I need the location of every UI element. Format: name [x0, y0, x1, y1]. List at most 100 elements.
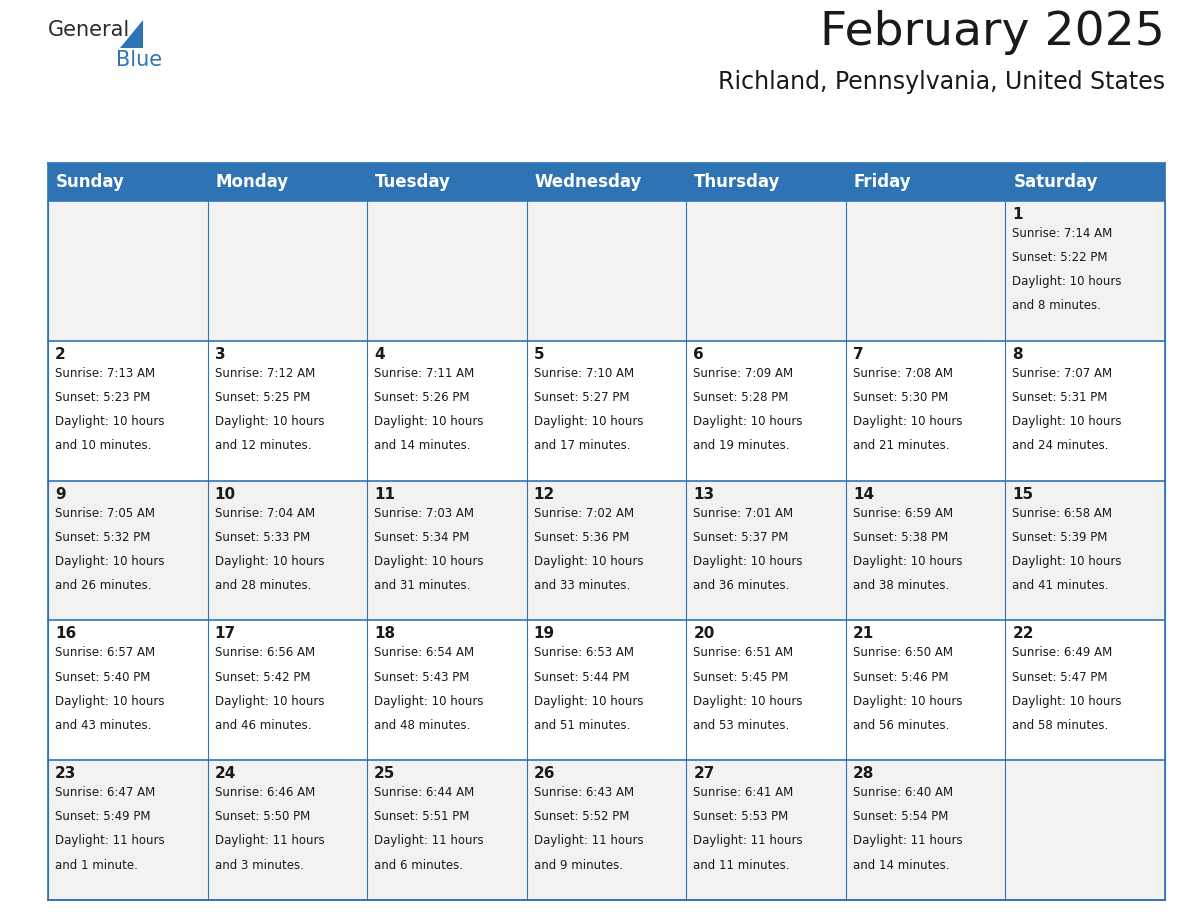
Text: and 46 minutes.: and 46 minutes. — [215, 719, 311, 732]
Text: Daylight: 11 hours: Daylight: 11 hours — [374, 834, 484, 847]
Text: Sunset: 5:40 PM: Sunset: 5:40 PM — [55, 670, 151, 684]
Text: General: General — [48, 20, 131, 40]
Text: and 41 minutes.: and 41 minutes. — [1012, 579, 1108, 592]
Text: Daylight: 10 hours: Daylight: 10 hours — [55, 554, 164, 568]
Text: and 11 minutes.: and 11 minutes. — [694, 858, 790, 871]
Bar — [208, 201, 367, 341]
Text: Sunset: 5:28 PM: Sunset: 5:28 PM — [694, 391, 789, 404]
Text: Sunset: 5:47 PM: Sunset: 5:47 PM — [1012, 670, 1108, 684]
Bar — [846, 341, 1005, 481]
Text: 9: 9 — [55, 487, 65, 501]
Text: Sunset: 5:23 PM: Sunset: 5:23 PM — [55, 391, 151, 404]
Text: Daylight: 10 hours: Daylight: 10 hours — [374, 415, 484, 428]
Bar — [1005, 341, 1165, 481]
Text: Daylight: 10 hours: Daylight: 10 hours — [853, 695, 962, 708]
Text: Sunset: 5:32 PM: Sunset: 5:32 PM — [55, 531, 151, 543]
Text: and 14 minutes.: and 14 minutes. — [853, 858, 949, 871]
Text: 24: 24 — [215, 767, 236, 781]
Text: 27: 27 — [694, 767, 715, 781]
Text: and 48 minutes.: and 48 minutes. — [374, 719, 470, 732]
Text: Sunrise: 6:57 AM: Sunrise: 6:57 AM — [55, 646, 156, 659]
Text: and 38 minutes.: and 38 minutes. — [853, 579, 949, 592]
Text: Sunrise: 6:54 AM: Sunrise: 6:54 AM — [374, 646, 474, 659]
Text: Sunday: Sunday — [56, 173, 125, 191]
Text: Sunset: 5:27 PM: Sunset: 5:27 PM — [533, 391, 630, 404]
Text: and 14 minutes.: and 14 minutes. — [374, 439, 470, 452]
Text: Sunset: 5:33 PM: Sunset: 5:33 PM — [215, 531, 310, 543]
Text: Daylight: 10 hours: Daylight: 10 hours — [694, 554, 803, 568]
Text: and 21 minutes.: and 21 minutes. — [853, 439, 949, 452]
Text: 20: 20 — [694, 626, 715, 642]
Text: Sunrise: 6:47 AM: Sunrise: 6:47 AM — [55, 786, 156, 800]
Bar — [687, 481, 846, 621]
Text: 14: 14 — [853, 487, 874, 501]
Text: Sunrise: 7:10 AM: Sunrise: 7:10 AM — [533, 367, 634, 380]
Text: and 33 minutes.: and 33 minutes. — [533, 579, 630, 592]
Bar — [48, 621, 208, 760]
Text: Sunset: 5:39 PM: Sunset: 5:39 PM — [1012, 531, 1107, 543]
Text: and 26 minutes.: and 26 minutes. — [55, 579, 152, 592]
Text: Sunrise: 7:05 AM: Sunrise: 7:05 AM — [55, 507, 154, 520]
Text: Sunset: 5:26 PM: Sunset: 5:26 PM — [374, 391, 469, 404]
Text: Daylight: 11 hours: Daylight: 11 hours — [533, 834, 644, 847]
Bar — [208, 621, 367, 760]
Text: Sunrise: 7:04 AM: Sunrise: 7:04 AM — [215, 507, 315, 520]
Text: 17: 17 — [215, 626, 235, 642]
Text: Sunset: 5:44 PM: Sunset: 5:44 PM — [533, 670, 630, 684]
Text: Sunrise: 6:46 AM: Sunrise: 6:46 AM — [215, 786, 315, 800]
Text: 5: 5 — [533, 347, 544, 362]
Text: Sunset: 5:45 PM: Sunset: 5:45 PM — [694, 670, 789, 684]
Text: and 53 minutes.: and 53 minutes. — [694, 719, 790, 732]
Text: Blue: Blue — [116, 50, 162, 70]
Bar — [526, 481, 687, 621]
Text: Sunrise: 7:11 AM: Sunrise: 7:11 AM — [374, 367, 474, 380]
Text: and 8 minutes.: and 8 minutes. — [1012, 299, 1101, 312]
Bar — [367, 201, 526, 341]
Text: and 28 minutes.: and 28 minutes. — [215, 579, 311, 592]
Bar — [208, 481, 367, 621]
Text: Daylight: 10 hours: Daylight: 10 hours — [853, 415, 962, 428]
Text: Friday: Friday — [854, 173, 911, 191]
Text: Sunset: 5:37 PM: Sunset: 5:37 PM — [694, 531, 789, 543]
Text: Sunset: 5:42 PM: Sunset: 5:42 PM — [215, 670, 310, 684]
Text: Daylight: 10 hours: Daylight: 10 hours — [1012, 554, 1121, 568]
Bar — [526, 201, 687, 341]
Text: Sunset: 5:52 PM: Sunset: 5:52 PM — [533, 811, 630, 823]
Text: Sunrise: 7:12 AM: Sunrise: 7:12 AM — [215, 367, 315, 380]
Text: Daylight: 10 hours: Daylight: 10 hours — [694, 695, 803, 708]
Text: Daylight: 10 hours: Daylight: 10 hours — [55, 695, 164, 708]
Text: Sunset: 5:53 PM: Sunset: 5:53 PM — [694, 811, 789, 823]
Text: February 2025: February 2025 — [820, 10, 1165, 55]
Bar — [48, 163, 1165, 201]
Text: and 43 minutes.: and 43 minutes. — [55, 719, 151, 732]
Text: and 12 minutes.: and 12 minutes. — [215, 439, 311, 452]
Bar — [1005, 201, 1165, 341]
Text: 21: 21 — [853, 626, 874, 642]
Bar — [208, 341, 367, 481]
Text: Sunset: 5:51 PM: Sunset: 5:51 PM — [374, 811, 469, 823]
Text: Sunset: 5:38 PM: Sunset: 5:38 PM — [853, 531, 948, 543]
Text: and 10 minutes.: and 10 minutes. — [55, 439, 151, 452]
Text: Sunrise: 7:14 AM: Sunrise: 7:14 AM — [1012, 227, 1113, 240]
Bar — [1005, 760, 1165, 900]
Text: 13: 13 — [694, 487, 714, 501]
Text: Daylight: 10 hours: Daylight: 10 hours — [1012, 695, 1121, 708]
Text: Sunset: 5:46 PM: Sunset: 5:46 PM — [853, 670, 948, 684]
Bar — [687, 341, 846, 481]
Text: and 51 minutes.: and 51 minutes. — [533, 719, 630, 732]
Bar — [687, 621, 846, 760]
Text: and 6 minutes.: and 6 minutes. — [374, 858, 463, 871]
Text: Daylight: 10 hours: Daylight: 10 hours — [533, 554, 643, 568]
Bar — [367, 341, 526, 481]
Bar — [48, 201, 208, 341]
Bar — [367, 481, 526, 621]
Text: 11: 11 — [374, 487, 396, 501]
Text: and 3 minutes.: and 3 minutes. — [215, 858, 303, 871]
Text: Sunset: 5:49 PM: Sunset: 5:49 PM — [55, 811, 151, 823]
Text: Sunrise: 6:44 AM: Sunrise: 6:44 AM — [374, 786, 474, 800]
Text: Daylight: 10 hours: Daylight: 10 hours — [853, 554, 962, 568]
Text: and 19 minutes.: and 19 minutes. — [694, 439, 790, 452]
Text: Sunrise: 7:08 AM: Sunrise: 7:08 AM — [853, 367, 953, 380]
Text: Daylight: 10 hours: Daylight: 10 hours — [215, 554, 324, 568]
Text: 23: 23 — [55, 767, 76, 781]
